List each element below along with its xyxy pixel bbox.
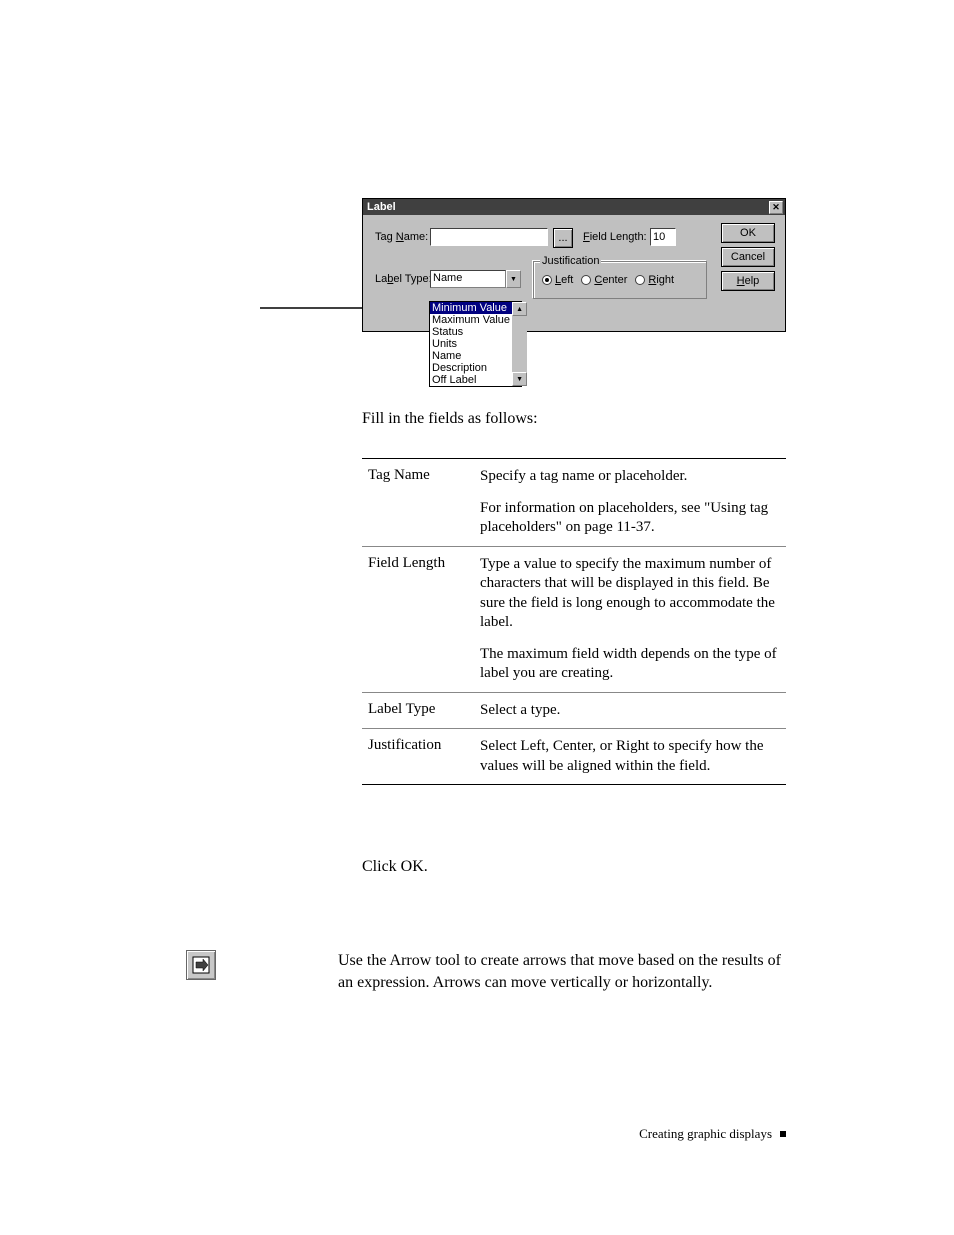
table-row: Field Length Type a value to specify the… <box>362 547 786 693</box>
table-row: Label Type Select a type. <box>362 693 786 729</box>
footer-text: Creating graphic displays <box>639 1126 772 1142</box>
help-button[interactable]: Help <box>721 271 775 291</box>
ok-button[interactable]: OK <box>721 223 775 243</box>
arrow-tool-icon <box>186 950 216 980</box>
label-type-combo[interactable]: Name ▼ <box>430 270 521 288</box>
radio-left[interactable]: Left <box>542 274 573 286</box>
scroll-down-icon[interactable]: ▼ <box>512 372 527 386</box>
field-length-input[interactable] <box>650 228 676 246</box>
tag-name-input[interactable] <box>430 228 548 246</box>
close-icon[interactable]: ✕ <box>769 201 783 214</box>
table-field: Justification <box>362 729 474 785</box>
table-desc: Select a type. <box>474 693 786 729</box>
table-desc: Select Left, Center, or Right to specify… <box>474 729 786 785</box>
dropdown-item[interactable]: Name <box>430 350 512 362</box>
dropdown-item[interactable]: Maximum Value <box>430 314 512 326</box>
intro-text: Fill in the fields as follows: <box>362 410 538 428</box>
footer-bullet-icon <box>780 1131 786 1137</box>
dropdown-scrollbar[interactable]: ▲ ▼ <box>512 302 527 386</box>
dropdown-item[interactable]: Minimum Value <box>430 302 512 314</box>
radio-center[interactable]: Center <box>581 274 627 286</box>
dropdown-item[interactable]: Description <box>430 362 512 374</box>
dropdown-item[interactable]: Status <box>430 326 512 338</box>
dropdown-item[interactable]: Off Label <box>430 374 512 386</box>
dropdown-item[interactable]: Units <box>430 338 512 350</box>
dialog-titlebar: Label ✕ <box>363 199 785 215</box>
field-length-label: Field Length: <box>583 231 647 243</box>
radio-right[interactable]: Right <box>635 274 674 286</box>
field-reference-table: Tag Name Specify a tag name or placehold… <box>362 458 786 785</box>
justification-group: Justification Left Center Right <box>533 261 707 299</box>
table-desc: Specify a tag name or placeholder. For i… <box>474 459 786 546</box>
label-type-value: Name <box>430 270 506 288</box>
page-footer: Creating graphic displays <box>639 1126 786 1142</box>
tag-name-label: Tag Name: <box>375 231 428 243</box>
browse-button[interactable]: ... <box>553 228 573 248</box>
justification-group-title: Justification <box>540 255 601 267</box>
chevron-down-icon[interactable]: ▼ <box>506 270 521 288</box>
cancel-button[interactable]: Cancel <box>721 247 775 267</box>
table-field: Tag Name <box>362 459 474 546</box>
table-field: Field Length <box>362 547 474 693</box>
table-row: Justification Select Left, Center, or Ri… <box>362 729 786 785</box>
arrow-tool-description: Use the Arrow tool to create arrows that… <box>338 950 792 993</box>
scroll-up-icon[interactable]: ▲ <box>512 302 527 316</box>
table-desc: Type a value to specify the maximum numb… <box>474 547 786 693</box>
table-field: Label Type <box>362 693 474 729</box>
dialog-title: Label <box>367 201 396 213</box>
click-ok-text: Click OK. <box>362 858 428 876</box>
table-row: Tag Name Specify a tag name or placehold… <box>362 459 786 546</box>
label-type-label: Label Type: <box>375 273 432 285</box>
label-type-dropdown[interactable]: Minimum Value Maximum Value Status Units… <box>429 301 522 387</box>
label-dialog: Label ✕ Tag Name: ... Field Length: Labe… <box>362 198 786 332</box>
